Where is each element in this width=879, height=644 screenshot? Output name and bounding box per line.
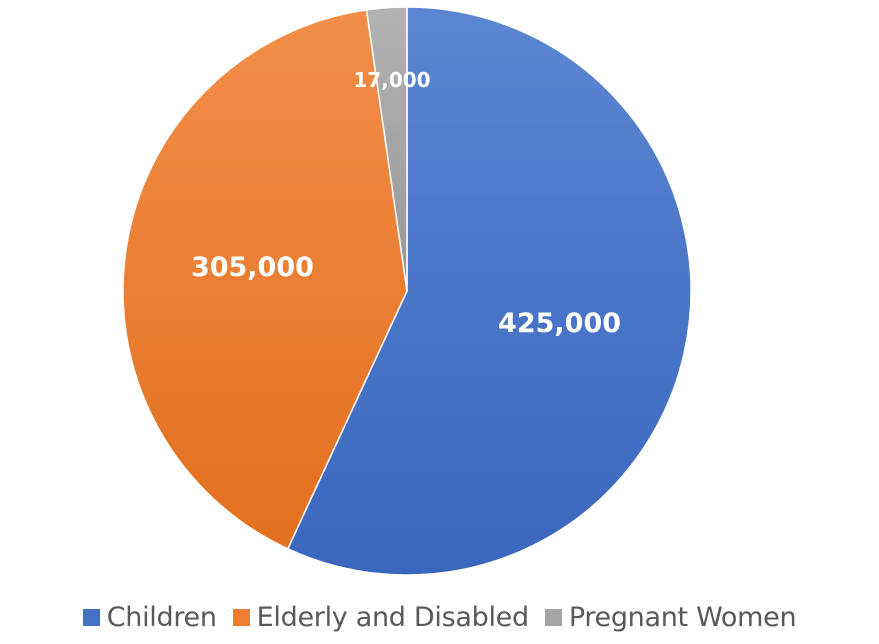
legend-label-elderly-and-disabled: Elderly and Disabled [256, 601, 529, 633]
data-label-elderly-and-disabled: 305,000 [191, 252, 314, 283]
pie-slice-pregnant-women[interactable] [365, 6, 408, 292]
legend-swatch-pregnant-women [544, 608, 562, 626]
pie-plot-area: 425,000 305,000 17,000 [122, 6, 692, 576]
legend-item-elderly-and-disabled[interactable]: Elderly and Disabled [232, 601, 529, 633]
legend-item-children[interactable]: Children [82, 601, 217, 633]
pie-slices [122, 6, 692, 576]
pie-slice-elderly-and-disabled[interactable] [122, 9, 408, 550]
legend-item-pregnant-women[interactable]: Pregnant Women [544, 601, 797, 633]
pie-slice-children[interactable] [286, 6, 692, 576]
data-label-pregnant-women: 17,000 [353, 68, 430, 92]
legend: Children Elderly and Disabled Pregnant W… [0, 597, 879, 637]
legend-swatch-elderly-and-disabled [232, 608, 250, 626]
legend-label-pregnant-women: Pregnant Women [568, 601, 797, 633]
pie-data-labels: 425,000 305,000 17,000 [191, 68, 621, 339]
legend-swatch-children [82, 608, 100, 626]
data-label-children: 425,000 [498, 308, 621, 339]
legend-label-children: Children [106, 601, 217, 633]
